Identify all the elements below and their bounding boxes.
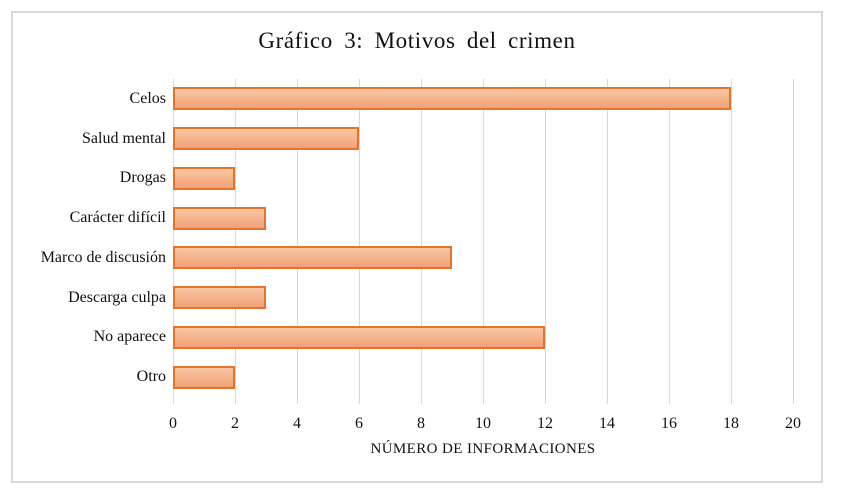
gridline-x-18: [731, 79, 732, 404]
x-axis-title: NÚMERO DE INFORMACIONES: [370, 441, 596, 457]
x-tick-label-12: 12: [537, 415, 553, 432]
bar-no-aparece: [173, 325, 545, 349]
bar-drogas: [173, 166, 235, 190]
x-tick-label-2: 2: [231, 415, 239, 432]
category-label-descarga-culpa: Descarga culpa: [68, 288, 166, 306]
x-tick-label-18: 18: [723, 415, 739, 432]
bar-marco-de-discusion: [173, 246, 452, 270]
value-axis: 0 2 4 6 8 10 12 14 16 18 20: [169, 415, 801, 435]
x-tick-label-20: 20: [785, 415, 801, 432]
bar-otro: [173, 365, 235, 389]
x-tick-label-8: 8: [417, 415, 425, 432]
x-tick-label-14: 14: [599, 415, 615, 432]
bar-salud-mental: [173, 127, 359, 151]
category-label-drogas: Drogas: [119, 169, 166, 187]
x-tick-label-16: 16: [661, 415, 677, 432]
bar-descarga-culpa: [173, 286, 266, 310]
bar-caracter-dificil: [173, 206, 266, 230]
chart-title: Gráfico 3: Motivos del crimen: [258, 28, 576, 53]
bar-celos: [173, 87, 731, 111]
category-label-caracter-dificil: Carácter difícil: [69, 209, 166, 227]
gridline-x-20: [793, 79, 794, 404]
x-tick-label-0: 0: [169, 415, 177, 432]
gridline-x-0: [173, 79, 174, 404]
category-label-celos: Celos: [129, 89, 166, 107]
plot-area: [173, 79, 794, 404]
gridline-x-2: [235, 79, 236, 404]
gridline-x-8: [421, 79, 422, 404]
category-label-marco-de-discusion: Marco de discusión: [40, 248, 166, 266]
category-axis: Celos Salud mental Drogas Carácter difícil M…: [0, 79, 166, 397]
category-label-salud-mental: Salud mental: [82, 129, 166, 147]
category-label-no-aparece: No aparece: [93, 328, 166, 346]
gridline-x-10: [483, 79, 484, 404]
gridline-x-6: [359, 79, 360, 404]
gridline-x-16: [669, 79, 670, 404]
gridline-x-4: [297, 79, 298, 404]
x-tick-label-10: 10: [475, 415, 491, 432]
gridline-x-14: [607, 79, 608, 404]
x-tick-label-6: 6: [355, 415, 363, 432]
gridline-x-12: [545, 79, 546, 404]
category-label-otro: Otro: [136, 368, 166, 386]
x-tick-label-4: 4: [293, 415, 301, 432]
